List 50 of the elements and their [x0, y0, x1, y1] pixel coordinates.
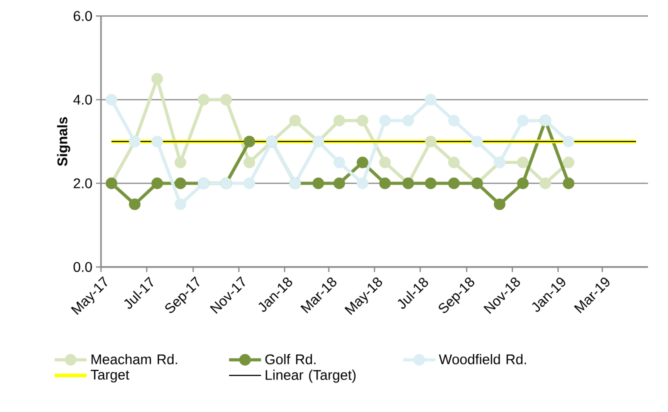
point [151, 72, 163, 85]
point [562, 136, 574, 148]
y-tick-label: 2.0 [74, 178, 92, 188]
point [151, 178, 163, 190]
point [517, 114, 529, 126]
legend-label: Linear (Target) [266, 370, 356, 383]
point [356, 114, 368, 126]
point [562, 156, 574, 168]
y-axis-title: Signals [57, 117, 70, 166]
point [379, 114, 391, 126]
point [244, 136, 256, 148]
point [448, 114, 460, 126]
point [220, 94, 232, 106]
point [312, 178, 324, 190]
point [289, 114, 301, 126]
point [174, 156, 186, 168]
point [379, 178, 391, 190]
point [424, 94, 436, 106]
point [517, 156, 529, 168]
legend-label: Meacham Rd. [92, 354, 178, 364]
point [402, 114, 414, 126]
point [562, 178, 574, 190]
legend-label: Woodfield Rd. [438, 354, 526, 364]
point [333, 114, 346, 126]
point [356, 156, 368, 168]
point [494, 198, 506, 210]
point [424, 136, 436, 148]
point [424, 178, 436, 190]
point [448, 178, 460, 190]
point [379, 156, 391, 168]
point [517, 178, 529, 190]
point [333, 178, 346, 190]
legend-label: Golf Rd. [265, 354, 316, 364]
point [174, 178, 186, 190]
y-tick-label: 6.0 [74, 11, 92, 21]
y-tick-label: 0.0 [74, 262, 92, 272]
point [448, 156, 460, 168]
point [356, 178, 368, 190]
legend-label: Target [90, 370, 130, 382]
point [174, 198, 186, 210]
point [540, 178, 552, 190]
point [198, 94, 210, 106]
point [106, 94, 118, 106]
point [471, 136, 483, 148]
point [333, 156, 346, 168]
point [244, 178, 256, 190]
point [128, 198, 141, 210]
point [244, 156, 256, 168]
point [151, 136, 163, 148]
y-tick-label: 4.0 [73, 94, 92, 105]
